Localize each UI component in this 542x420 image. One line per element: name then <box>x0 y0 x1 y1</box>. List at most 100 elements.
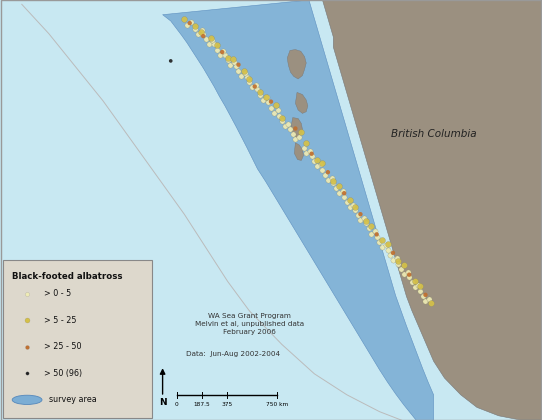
Point <box>334 190 343 197</box>
Point <box>193 31 202 38</box>
Point <box>427 300 435 307</box>
Point <box>418 292 427 299</box>
Point <box>296 129 305 136</box>
Point <box>234 68 243 75</box>
Point <box>367 223 376 229</box>
Point <box>202 36 210 42</box>
Point <box>408 279 416 286</box>
Point <box>237 73 246 80</box>
Point <box>383 247 392 254</box>
Point <box>226 62 235 68</box>
Point <box>372 234 381 240</box>
Point <box>223 57 232 63</box>
Point <box>383 241 392 248</box>
Point <box>191 26 199 33</box>
Point <box>231 62 240 69</box>
Point <box>421 291 430 298</box>
Point <box>199 33 208 39</box>
Point <box>299 144 308 151</box>
Point <box>360 215 369 221</box>
Polygon shape <box>291 118 302 138</box>
Point <box>278 118 286 124</box>
Point <box>210 40 218 47</box>
Text: N: N <box>159 398 166 407</box>
Polygon shape <box>294 143 304 160</box>
Point <box>196 29 205 35</box>
Point <box>278 114 286 121</box>
Point <box>302 139 311 146</box>
Point <box>362 218 370 224</box>
Point <box>229 55 237 62</box>
Point <box>351 207 359 213</box>
Point <box>410 277 419 284</box>
Point <box>392 255 401 262</box>
Point <box>286 126 294 133</box>
Point <box>166 58 175 64</box>
Point <box>386 252 395 259</box>
Point <box>180 16 189 22</box>
Point <box>256 91 264 98</box>
Point <box>378 237 386 244</box>
Point <box>397 265 405 272</box>
Point <box>313 163 321 170</box>
Point <box>318 160 327 166</box>
Point <box>250 83 259 90</box>
Point <box>269 109 278 116</box>
Point <box>262 94 271 101</box>
Point <box>23 370 31 377</box>
Point <box>371 228 379 235</box>
Point <box>267 98 275 105</box>
Point <box>295 134 304 141</box>
Point <box>291 125 300 132</box>
Point <box>284 121 293 127</box>
Polygon shape <box>295 92 308 113</box>
Point <box>372 231 381 238</box>
Point <box>288 131 297 138</box>
Point <box>242 74 251 81</box>
Point <box>23 344 31 350</box>
Point <box>234 61 243 68</box>
Point <box>191 23 199 29</box>
Point <box>425 295 434 302</box>
Text: WA Sea Grant Program
Melvin et al, unpublished data
February 2006: WA Sea Grant Program Melvin et al, unpub… <box>195 313 304 335</box>
Point <box>414 282 423 289</box>
Text: 375: 375 <box>221 402 233 407</box>
Point <box>353 212 362 218</box>
Point <box>291 136 300 143</box>
Point <box>405 274 414 281</box>
Point <box>204 41 213 47</box>
Point <box>219 47 228 54</box>
Point <box>197 27 206 34</box>
Point <box>215 51 224 58</box>
Point <box>318 166 327 173</box>
Point <box>334 182 343 189</box>
Point <box>394 258 403 265</box>
Point <box>185 20 194 26</box>
Point <box>378 244 386 250</box>
Polygon shape <box>322 0 542 420</box>
Point <box>199 30 208 37</box>
Ellipse shape <box>12 395 42 404</box>
Point <box>186 18 195 25</box>
Point <box>403 268 412 275</box>
Point <box>307 150 316 157</box>
Point <box>343 198 351 205</box>
Point <box>324 169 332 176</box>
Text: > 50 (96): > 50 (96) <box>44 369 82 378</box>
Point <box>389 249 397 256</box>
Point <box>410 284 419 291</box>
Point <box>302 150 311 156</box>
Point <box>389 257 397 264</box>
Point <box>349 201 358 208</box>
Point <box>207 34 216 41</box>
Point <box>345 197 354 203</box>
Polygon shape <box>287 50 306 79</box>
Point <box>405 271 414 278</box>
Text: 750 km: 750 km <box>266 402 288 407</box>
Point <box>327 174 336 181</box>
Point <box>317 161 325 168</box>
Point <box>329 180 338 186</box>
Point <box>324 176 332 183</box>
Point <box>267 104 275 111</box>
Point <box>313 156 321 163</box>
